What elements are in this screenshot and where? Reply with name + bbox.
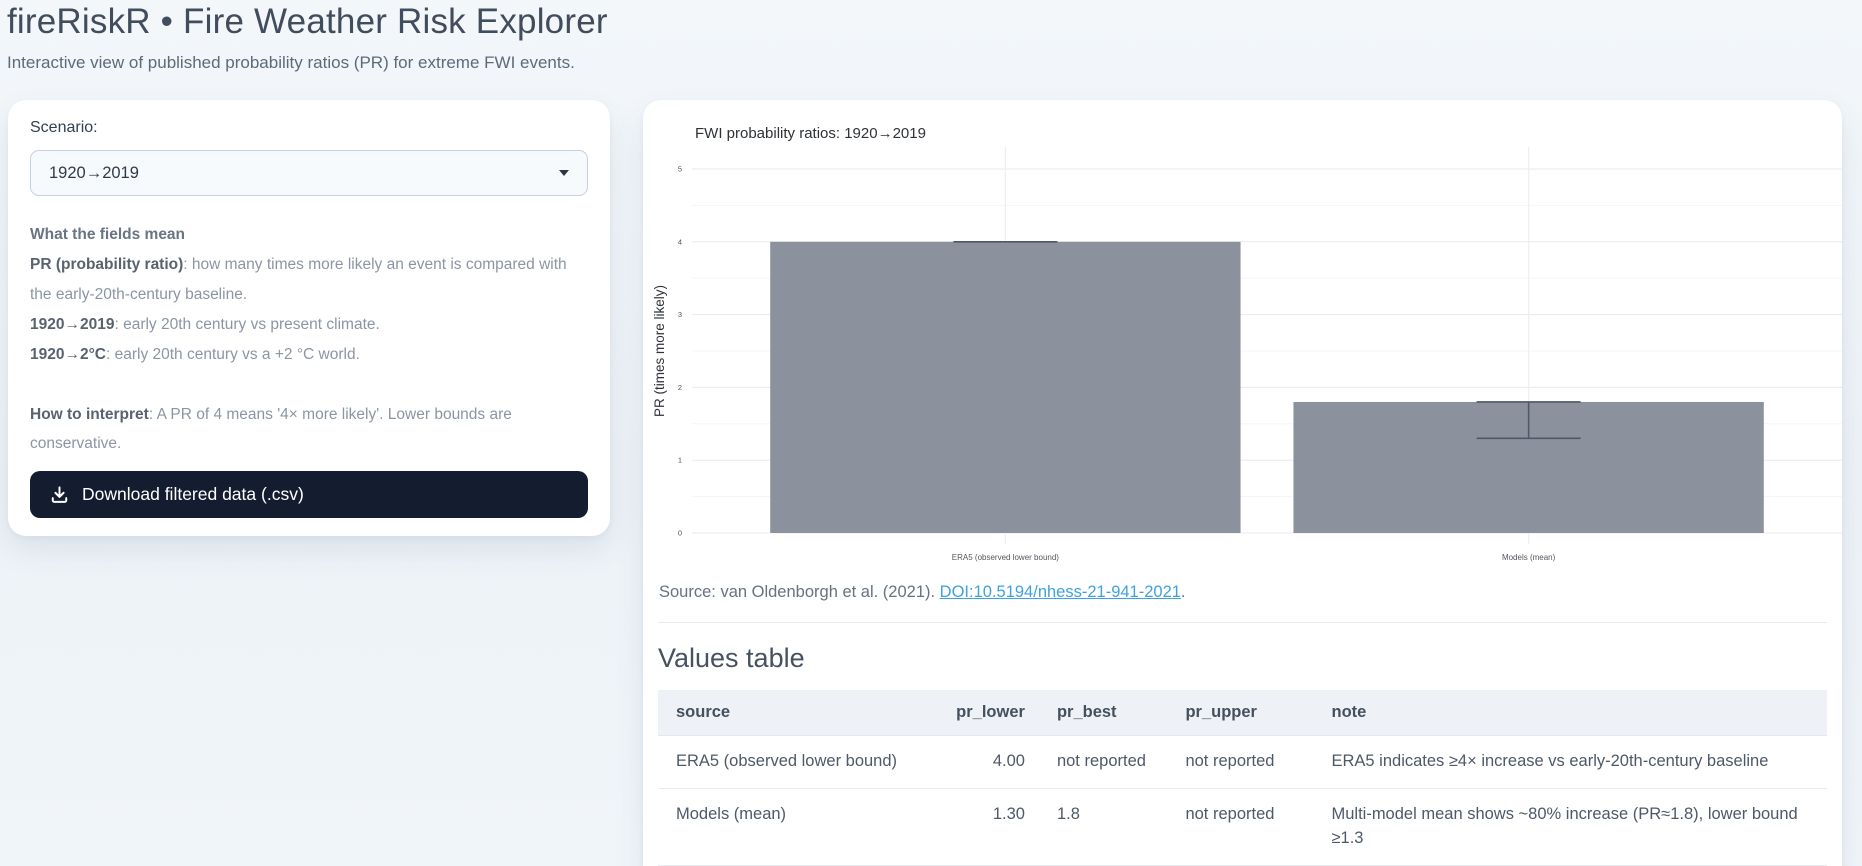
table-cell: 1.8 — [1038, 788, 1168, 866]
table-cell: Multi-model mean shows ~80% increase (PR… — [1313, 788, 1827, 866]
table-cell: not reported — [1167, 788, 1314, 866]
help-heading: What the fields mean — [30, 226, 186, 243]
header-row: source pr_lower pr_best pr_upper note — [658, 690, 1827, 736]
chart-card: FWI probability ratios: 1920→2019 0 1 2 3 4 5… — [643, 100, 1842, 866]
column-header-note: note — [1313, 690, 1827, 736]
y-tick-label: 4 — [678, 237, 682, 246]
x-tick-label: Models (mean) — [1502, 553, 1556, 562]
column-header-pr_upper: pr_upper — [1167, 690, 1314, 736]
scenario-select[interactable]: 1920→2019 — [30, 150, 588, 196]
table-row: ERA5 (observed lower bound) 4.00 not repor… — [658, 735, 1827, 789]
column-header-source: source — [658, 690, 939, 736]
sidebar-card: Scenario: 1920→2019 What the fields mean… — [8, 100, 610, 537]
table-cell: 4.00 — [938, 735, 1039, 789]
help-line-0: PR (probability ratio): how many times m… — [30, 255, 567, 303]
doi-link[interactable]: DOI:10.5194/nhess-21-941-2021 — [939, 583, 1181, 601]
chart-title: FWI probability ratios: 1920→2019 — [695, 125, 926, 142]
y-tick-label: 5 — [678, 165, 682, 174]
scenario-selected-value: 1920→2019 — [49, 163, 139, 182]
download-label: Download filtered data (.csv) — [82, 484, 304, 505]
table-cell: 1.30 — [938, 788, 1039, 866]
divider — [658, 622, 1827, 623]
page-title: fireRiskR • Fire Weather Risk Explorer — [7, 2, 608, 41]
field-help: What the fields mean PR (probability rat… — [30, 220, 588, 370]
help-line-1: 1920→2019: early 20th century vs present… — [30, 315, 380, 333]
table-cell: ERA5 indicates ≥4× increase vs early-20t… — [1313, 735, 1827, 789]
y-tick-label: 2 — [678, 383, 682, 392]
values-table-body: ERA5 (observed lower bound) 4.00 not repor… — [658, 735, 1827, 866]
content-row: Scenario: 1920→2019 What the fields mean… — [8, 100, 1842, 866]
x-tick-label: ERA5 (observed lower bound) — [952, 553, 1060, 562]
values-table-heading: Values table — [658, 643, 805, 673]
bar-0[interactable] — [770, 241, 1241, 534]
scenario-label: Scenario: — [30, 119, 98, 136]
page-subtitle: Interactive view of published probabilit… — [7, 53, 575, 72]
y-tick-label: 1 — [678, 456, 682, 465]
table-row: Models (mean) 1.30 1.8 not reported Multi-mo… — [658, 788, 1827, 866]
download-button[interactable]: Download filtered data (.csv) — [30, 471, 588, 519]
page-header: fireRiskR • Fire Weather Risk Explorer I… — [0, 0, 1862, 73]
chevron-down-icon — [559, 170, 569, 176]
table-cell: Models (mean) — [658, 788, 939, 866]
pr-bar-chart: 0 1 2 3 4 5 ERA5 (observed lower bound) Models … — [652, 147, 1842, 562]
interpret-note: How to interpret: A PR of 4 means '4× mo… — [30, 405, 512, 453]
chart-source: Source: van Oldenborgh et al. (2021). DO… — [659, 583, 1186, 601]
table-cell: not reported — [1167, 735, 1314, 789]
column-header-pr_best: pr_best — [1038, 690, 1168, 736]
help-line-2: 1920→2°C: early 20th century vs a +2 °C … — [30, 345, 360, 363]
column-header-pr_lower: pr_lower — [938, 690, 1039, 736]
values-table-head: source pr_lower pr_best pr_upper note — [658, 690, 1827, 736]
y-tick-label: 0 — [678, 529, 682, 538]
y-axis-title: PR (times more likely) — [652, 285, 667, 417]
y-tick-label: 3 — [678, 310, 682, 319]
table-cell: ERA5 (observed lower bound) — [658, 735, 939, 789]
values-table: source pr_lower pr_best pr_upper note ERA5 (… — [658, 690, 1827, 866]
table-cell: not reported — [1038, 735, 1168, 789]
interpret-term: How to interpret — [30, 405, 149, 423]
download-icon — [51, 486, 68, 504]
